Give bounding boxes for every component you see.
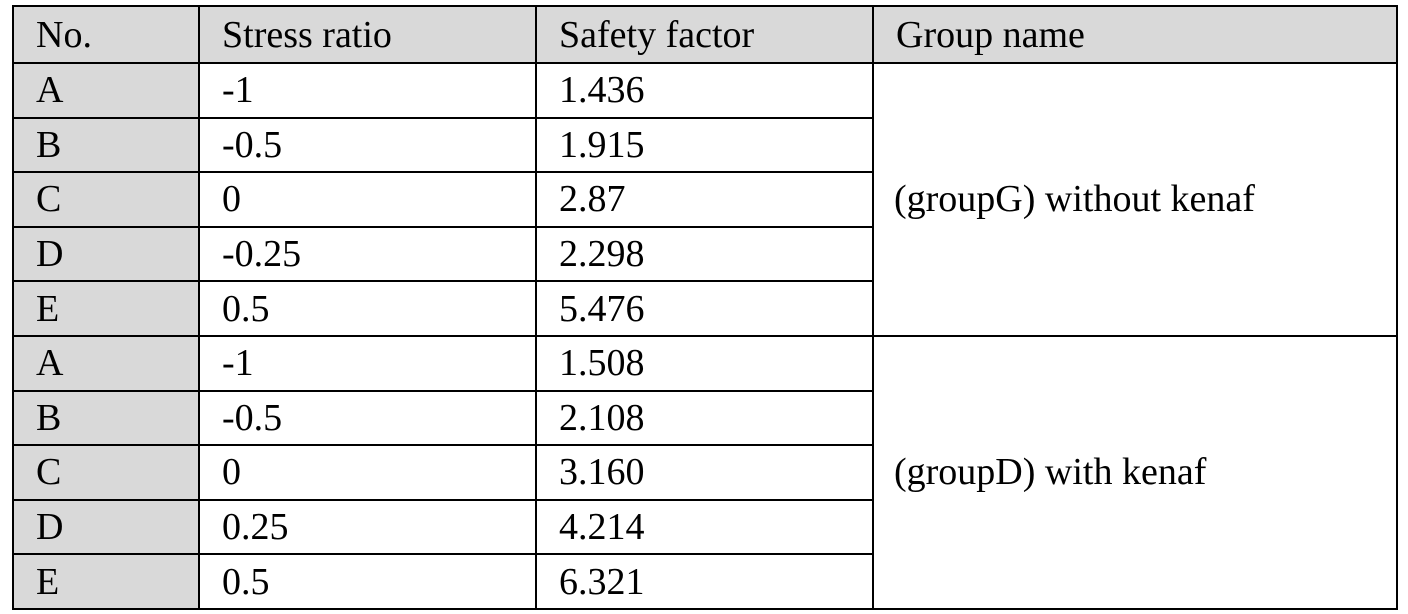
stress-ratio: -1 bbox=[198, 334, 537, 392]
stress-ratio: 0.5 bbox=[198, 553, 537, 610]
table-row: A -1 1.436 (groupG) without kenaf bbox=[12, 62, 1398, 337]
row-label: A bbox=[12, 62, 200, 119]
row-label: C bbox=[12, 444, 200, 501]
stress-ratio: 0 bbox=[198, 444, 537, 501]
table-row: B -0.5 2.108 bbox=[12, 389, 1397, 447]
row-label: E bbox=[12, 280, 200, 337]
stress-ratio: 0.5 bbox=[198, 280, 537, 337]
header-cell: Safety factor bbox=[535, 5, 874, 64]
stress-ratio: -0.5 bbox=[198, 389, 537, 447]
table-row: E 0.5 6.321 bbox=[12, 553, 1397, 610]
group-name: (groupG) without kenaf bbox=[872, 62, 1398, 337]
safety-factor: 3.160 bbox=[535, 444, 874, 501]
safety-factor: 2.108 bbox=[535, 389, 874, 447]
safety-factor: 5.476 bbox=[535, 280, 874, 337]
header-cell: No. bbox=[12, 5, 200, 64]
safety-factor: 2.298 bbox=[535, 225, 874, 283]
row-label: C bbox=[12, 171, 200, 228]
row-label: D bbox=[12, 498, 200, 556]
table-row: B -0.5 1.915 bbox=[12, 116, 1397, 174]
safety-factor: 1.915 bbox=[535, 116, 874, 174]
safety-factor: 2.87 bbox=[535, 171, 874, 228]
row-label: E bbox=[12, 553, 200, 610]
group-name: (groupD) with kenaf bbox=[872, 334, 1398, 610]
table-row: E 0.5 5.476 bbox=[12, 280, 1397, 337]
table-row: D -0.25 2.298 bbox=[12, 225, 1397, 283]
safety-factor: 1.508 bbox=[535, 334, 874, 392]
header-cell: Group name bbox=[872, 5, 1398, 64]
safety-factor: 6.321 bbox=[535, 553, 874, 610]
stress-ratio: 0.25 bbox=[198, 498, 537, 556]
stress-ratio: -1 bbox=[198, 62, 537, 119]
row-label: D bbox=[12, 225, 200, 283]
row-label: B bbox=[12, 389, 200, 447]
stress-ratio: -0.5 bbox=[198, 116, 537, 174]
header-cell: Stress ratio bbox=[198, 5, 537, 64]
header-row: No. Stress ratio Safety factor Group name bbox=[12, 5, 1398, 64]
table-row: C 0 3.160 bbox=[12, 444, 1397, 501]
safety-factor: 1.436 bbox=[535, 62, 874, 119]
table-row: C 0 2.87 bbox=[12, 171, 1397, 228]
data-table: No. Stress ratio Safety factor Group name A… bbox=[12, 5, 1398, 610]
row-label: A bbox=[12, 334, 200, 392]
table-row: A -1 1.508 (groupD) with kenaf bbox=[12, 334, 1398, 610]
row-label: B bbox=[12, 116, 200, 174]
stress-ratio: 0 bbox=[198, 171, 537, 228]
stress-ratio: -0.25 bbox=[198, 225, 537, 283]
safety-factor: 4.214 bbox=[535, 498, 874, 556]
table-row: D 0.25 4.214 bbox=[12, 498, 1397, 556]
